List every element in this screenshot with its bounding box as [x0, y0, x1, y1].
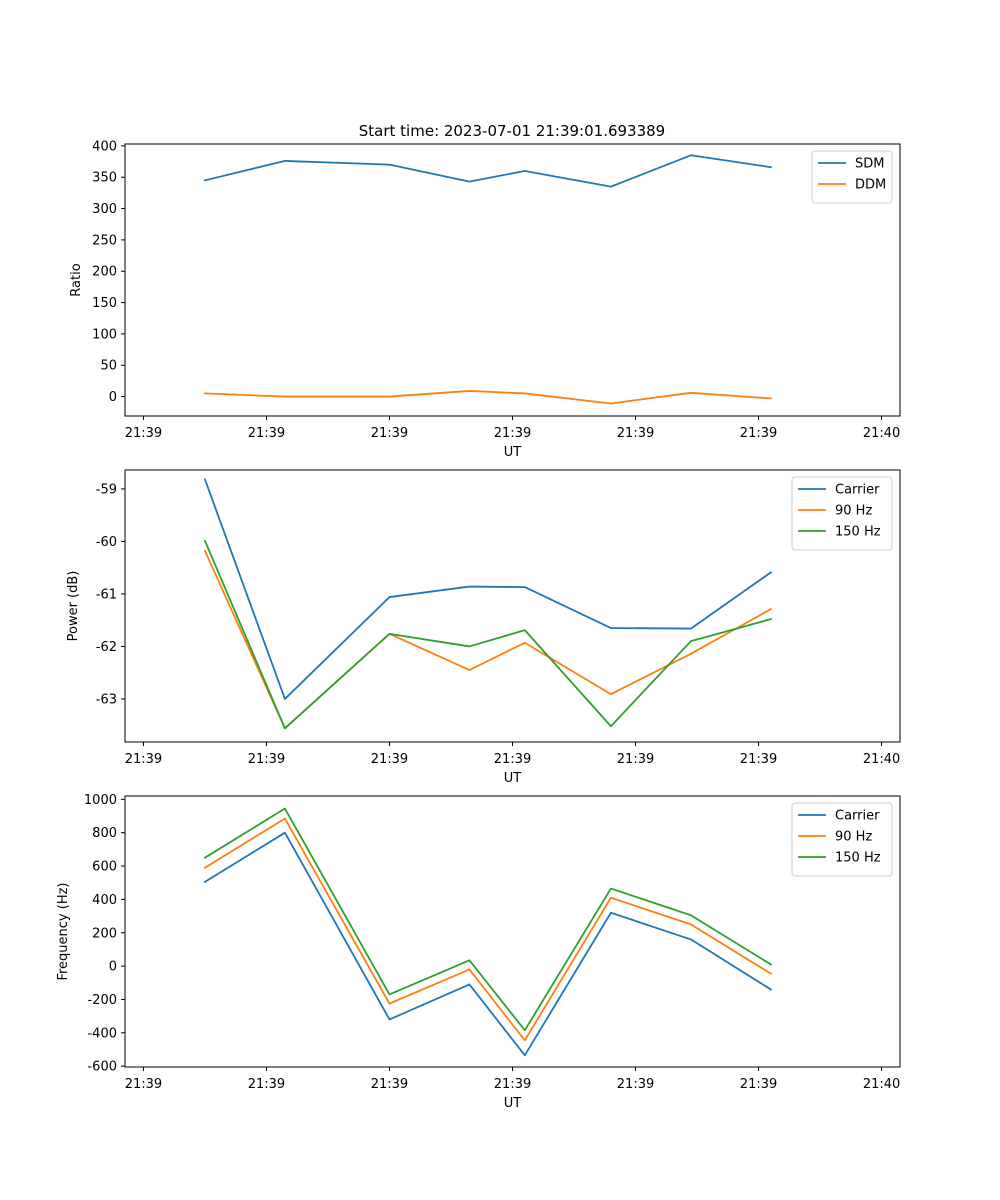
x-tick-label: 21:39 [617, 426, 654, 441]
x-tick-label: 21:39 [740, 752, 777, 767]
x-tick-label: 21:40 [863, 752, 900, 767]
x-tick-label: 21:39 [371, 752, 408, 767]
chart-panel-3: 21:39 21:39 21:39 21:39 21:39 21:39 21:40 -600 -… [56, 793, 901, 1111]
y-tick-label: 300 [92, 202, 117, 217]
panels: 21:39 21:39 21:39 21:39 21:39 21:39 21:40 0 50 10… [56, 139, 901, 1111]
y-tick-label: -60 [96, 535, 117, 550]
x-axis-label: UT [504, 445, 522, 460]
x-tick-label: 21:39 [617, 752, 654, 767]
x-tick-label: 21:39 [740, 1077, 777, 1092]
y-tick-label: -63 [96, 692, 117, 707]
y-tick-label: 0 [109, 960, 117, 975]
x-axis-label: UT [504, 1096, 522, 1111]
series-line-carrier [203, 478, 773, 700]
x-tick-label: 21:39 [371, 426, 408, 441]
y-tick-label: 0 [109, 390, 117, 405]
legend: SDM DDM [811, 150, 893, 204]
x-tick-label: 21:39 [494, 1077, 531, 1092]
y-tick-label: 200 [92, 926, 117, 941]
legend-frame [811, 150, 893, 204]
legend-label: Carrier [835, 809, 880, 824]
x-tick-label: 21:39 [740, 426, 777, 441]
legend-label: 90 Hz [835, 830, 872, 845]
chart-panel-2: 21:39 21:39 21:39 21:39 21:39 21:39 21:40 -59 -6… [66, 469, 901, 786]
x-tick-label: 21:40 [863, 426, 900, 441]
legend-label: DDM [855, 178, 886, 193]
chart-panel-1: 21:39 21:39 21:39 21:39 21:39 21:39 21:40 0 50 10… [69, 139, 901, 460]
y-tick-label: -400 [87, 1026, 117, 1041]
y-tick-label: 50 [100, 359, 117, 374]
legend-label: 150 Hz [835, 851, 881, 866]
series-line-150-hz [203, 539, 772, 730]
legend-label: 150 Hz [835, 525, 881, 540]
x-axis-label: UT [504, 771, 522, 786]
y-axis-label: Ratio [69, 263, 84, 296]
y-tick-label: 400 [92, 893, 117, 908]
x-tick-label: 21:39 [125, 1077, 162, 1092]
series-line-ddm [204, 390, 772, 405]
series-line-carrier [203, 831, 773, 1057]
y-tick-label: 150 [92, 296, 117, 311]
x-tick-label: 21:39 [125, 752, 162, 767]
series-line-90-hz [203, 817, 773, 1042]
y-tick-label: 350 [92, 171, 117, 186]
y-axis-label: Power (dB) [66, 571, 81, 642]
legend: Carrier 90 Hz 150 Hz [791, 476, 893, 551]
legend: Carrier 90 Hz 150 Hz [791, 802, 893, 877]
y-tick-label: -61 [96, 587, 117, 602]
series-line-sdm [203, 154, 772, 188]
x-tick-label: 21:39 [617, 1077, 654, 1092]
legend-label: Carrier [835, 483, 880, 498]
y-tick-label: -62 [96, 640, 117, 655]
x-tick-label: 21:39 [371, 1077, 408, 1092]
y-tick-label: 250 [92, 233, 117, 248]
y-tick-label: -200 [87, 993, 117, 1008]
x-tick-label: 21:39 [248, 752, 285, 767]
x-tick-label: 21:39 [248, 1077, 285, 1092]
y-tick-label: -59 [96, 482, 117, 497]
y-tick-label: 400 [92, 139, 117, 154]
series-line-150-hz [203, 807, 773, 1032]
x-tick-label: 21:39 [248, 426, 285, 441]
x-tick-label: 21:40 [863, 1077, 900, 1092]
y-tick-label: 1000 [84, 793, 117, 808]
y-tick-label: 800 [92, 826, 117, 841]
y-tick-label: -600 [87, 1060, 117, 1075]
y-tick-label: 200 [92, 265, 117, 280]
x-tick-label: 21:39 [494, 752, 531, 767]
legend-label: 90 Hz [835, 504, 872, 519]
x-tick-label: 21:39 [125, 426, 162, 441]
x-tick-label: 21:39 [494, 426, 531, 441]
figure-title: Start time: 2023-07-01 21:39:01.693389 [359, 122, 665, 140]
legend-label: SDM [855, 157, 884, 172]
y-tick-label: 600 [92, 860, 117, 875]
y-axis-label: Frequency (Hz) [56, 882, 71, 980]
y-tick-label: 100 [92, 327, 117, 342]
